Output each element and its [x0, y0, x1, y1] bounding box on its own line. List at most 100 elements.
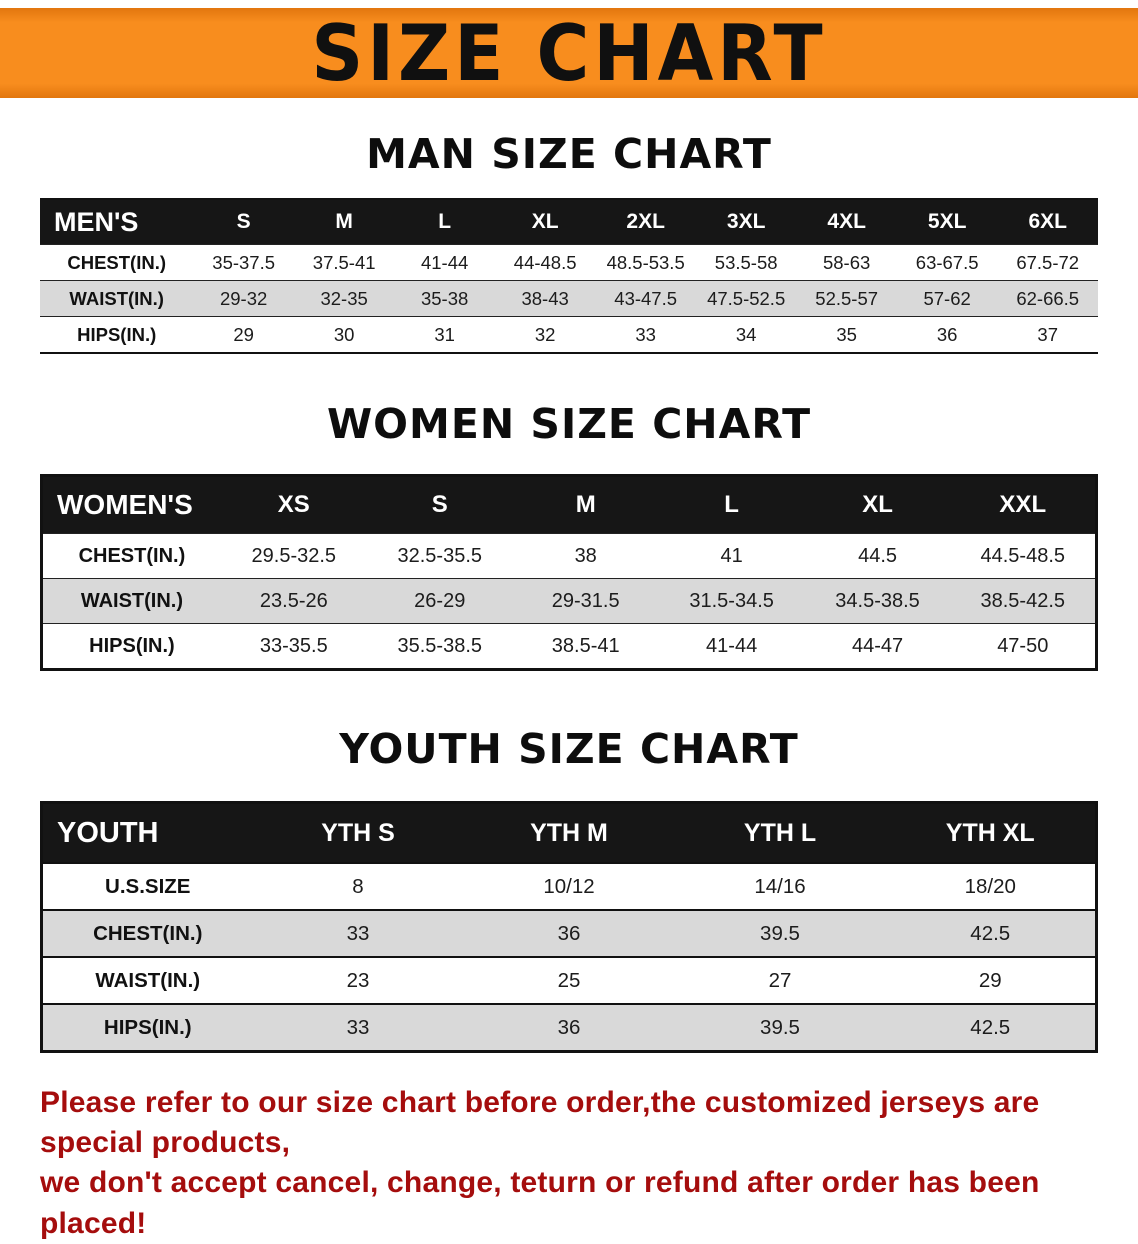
- youth-size-table-container: YOUTH YTH S YTH M YTH L YTH XL U.S.SIZE 8 10/12…: [40, 801, 1098, 1053]
- data-cell: 48.5-53.5: [595, 244, 696, 281]
- row-label: U.S.SIZE: [41, 863, 253, 910]
- size-header-cell: S: [193, 199, 294, 245]
- data-cell: 57-62: [896, 280, 998, 317]
- size-header-cell: S: [366, 475, 513, 534]
- data-cell: 47-50: [950, 623, 1097, 670]
- row-label: HIPS(IN.): [40, 316, 194, 353]
- data-cell: 42.5: [885, 910, 1097, 957]
- data-cell: 38: [512, 533, 659, 579]
- data-cell: 29: [193, 316, 294, 353]
- youth-section-heading: YOUTH SIZE CHART: [339, 725, 799, 773]
- data-cell: 44.5: [804, 533, 951, 579]
- table-title-cell: WOMEN'S: [41, 475, 221, 534]
- data-cell: 26-29: [366, 578, 513, 624]
- data-cell: 36: [463, 1004, 675, 1052]
- row-label: CHEST(IN.): [40, 244, 194, 281]
- data-cell: 32-35: [293, 280, 395, 317]
- size-header-cell: 4XL: [796, 199, 897, 245]
- data-cell: 33: [595, 316, 696, 353]
- data-cell: 44-48.5: [494, 244, 596, 281]
- size-header-cell: YTH M: [463, 802, 675, 863]
- header-row: MEN'S S M L XL 2XL 3XL 4XL 5XL 6XL: [40, 199, 1098, 245]
- data-cell: 23.5-26: [220, 578, 367, 624]
- row-label: WAIST(IN.): [41, 957, 253, 1004]
- women-size-table-container: WOMEN'S XS S M L XL XXL CHEST(IN.) 29.5-32.5 32.5…: [40, 474, 1098, 671]
- size-header-cell: XL: [494, 199, 596, 245]
- row-label: WAIST(IN.): [41, 578, 221, 624]
- data-cell: 58-63: [796, 244, 897, 281]
- data-cell: 38-43: [494, 280, 596, 317]
- data-cell: 63-67.5: [896, 244, 998, 281]
- header-row: YOUTH YTH S YTH M YTH L YTH XL: [41, 802, 1097, 863]
- table-title-cell: MEN'S: [40, 199, 194, 245]
- banner-title: SIZE CHART: [311, 7, 827, 99]
- women-section-heading: WOMEN SIZE CHART: [326, 400, 812, 448]
- data-cell: 44.5-48.5: [950, 533, 1097, 579]
- row-label: HIPS(IN.): [41, 623, 221, 670]
- table-row: HIPS(IN.) 29 30 31 32 33 34 35 36 37: [40, 316, 1098, 353]
- data-cell: 52.5-57: [796, 280, 897, 317]
- size-header-cell: XL: [804, 475, 951, 534]
- size-header-cell: L: [394, 199, 495, 245]
- data-cell: 32.5-35.5: [366, 533, 513, 579]
- size-header-cell: XXL: [950, 475, 1097, 534]
- table-row: CHEST(IN.) 33 36 39.5 42.5: [41, 910, 1097, 957]
- data-cell: 30: [293, 316, 395, 353]
- data-cell: 25: [463, 957, 675, 1004]
- size-table: WOMEN'S XS S M L XL XXL CHEST(IN.) 29.5-32.5 32.5…: [40, 474, 1098, 671]
- table-row: CHEST(IN.) 35-37.5 37.5-41 41-44 44-48.5 48.5…: [40, 244, 1098, 281]
- disclaimer-line-1: Please refer to our size chart before or…: [40, 1086, 1040, 1160]
- data-cell: 41-44: [658, 623, 805, 670]
- row-label: HIPS(IN.): [41, 1004, 253, 1052]
- size-header-cell: YTH XL: [885, 802, 1097, 863]
- data-cell: 36: [463, 910, 675, 957]
- disclaimer-line-2: we don't accept cancel, change, teturn o…: [40, 1166, 1040, 1240]
- data-cell: 29: [885, 957, 1097, 1004]
- size-table: MEN'S S M L XL 2XL 3XL 4XL 5XL 6XL CHEST(IN.) 35-37…: [40, 198, 1098, 354]
- men-size-table-container: MEN'S S M L XL 2XL 3XL 4XL 5XL 6XL CHEST(IN.) 35-37…: [40, 198, 1098, 354]
- size-header-cell: M: [512, 475, 659, 534]
- size-table: YOUTH YTH S YTH M YTH L YTH XL U.S.SIZE 8 10/12…: [40, 801, 1098, 1053]
- disclaimer-note: Please refer to our size chart before or…: [40, 1083, 1098, 1244]
- data-cell: 67.5-72: [997, 244, 1098, 281]
- data-cell: 29-31.5: [512, 578, 659, 624]
- data-cell: 34: [695, 316, 797, 353]
- table-row: U.S.SIZE 8 10/12 14/16 18/20: [41, 863, 1097, 910]
- header-row: WOMEN'S XS S M L XL XXL: [41, 475, 1097, 534]
- men-section-heading: MAN SIZE CHART: [366, 130, 772, 178]
- data-cell: 31: [394, 316, 495, 353]
- data-cell: 35: [796, 316, 897, 353]
- data-cell: 36: [896, 316, 998, 353]
- data-cell: 14/16: [674, 863, 886, 910]
- size-header-cell: YTH L: [674, 802, 886, 863]
- data-cell: 38.5-42.5: [950, 578, 1097, 624]
- banner: SIZE CHART: [0, 8, 1138, 98]
- size-header-cell: 3XL: [695, 199, 797, 245]
- data-cell: 33: [252, 1004, 464, 1052]
- data-cell: 39.5: [674, 1004, 886, 1052]
- data-cell: 31.5-34.5: [658, 578, 805, 624]
- table-row: HIPS(IN.) 33 36 39.5 42.5: [41, 1004, 1097, 1052]
- data-cell: 44-47: [804, 623, 951, 670]
- data-cell: 27: [674, 957, 886, 1004]
- data-cell: 35.5-38.5: [366, 623, 513, 670]
- table-row: CHEST(IN.) 29.5-32.5 32.5-35.5 38 41 44.5 44.5…: [41, 533, 1097, 579]
- data-cell: 35-37.5: [193, 244, 294, 281]
- data-cell: 37.5-41: [293, 244, 395, 281]
- size-header-cell: M: [293, 199, 395, 245]
- size-header-cell: L: [658, 475, 805, 534]
- data-cell: 53.5-58: [695, 244, 797, 281]
- data-cell: 42.5: [885, 1004, 1097, 1052]
- data-cell: 37: [997, 316, 1098, 353]
- table-row: WAIST(IN.) 29-32 32-35 35-38 38-43 43-47.5 47.…: [40, 280, 1098, 317]
- data-cell: 33: [252, 910, 464, 957]
- size-header-cell: XS: [220, 475, 367, 534]
- data-cell: 41: [658, 533, 805, 579]
- row-label: CHEST(IN.): [41, 910, 253, 957]
- size-chart-page: SIZE CHART MAN SIZE CHART MEN'S S M L XL 2XL 3…: [0, 8, 1138, 1244]
- data-cell: 43-47.5: [595, 280, 696, 317]
- data-cell: 18/20: [885, 863, 1097, 910]
- data-cell: 47.5-52.5: [695, 280, 797, 317]
- data-cell: 23: [252, 957, 464, 1004]
- data-cell: 8: [252, 863, 464, 910]
